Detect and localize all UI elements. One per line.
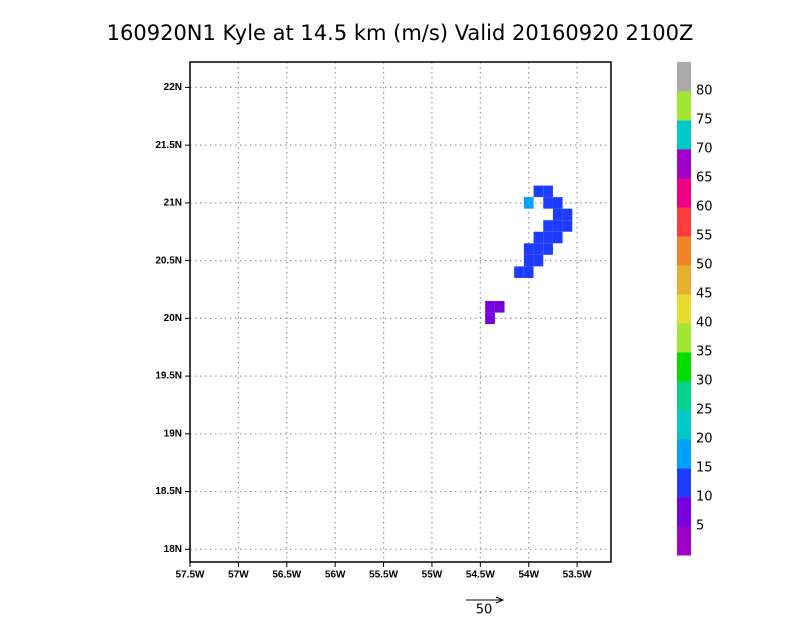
- wind-cell: [552, 208, 563, 221]
- colorbar-swatch: [677, 323, 691, 353]
- colorbar-label: 20: [696, 432, 713, 447]
- x-tick-label: 55W: [422, 570, 443, 581]
- y-tick-label: 19N: [164, 428, 182, 439]
- colorbar-label: 50: [696, 258, 713, 273]
- colorbar-label: 60: [696, 200, 713, 215]
- wind-cell: [494, 301, 505, 313]
- colorbar-label: 10: [696, 490, 713, 505]
- colorbar-label: 40: [696, 316, 713, 331]
- y-tick-label: 18.5N: [155, 486, 182, 497]
- colorbar-label: 55: [696, 229, 713, 244]
- colorbar-label: 45: [696, 287, 713, 302]
- colorbar-swatch: [677, 265, 691, 295]
- x-tick-label: 53.5W: [563, 570, 592, 581]
- wind-cell: [562, 220, 573, 232]
- wind-cell: [543, 231, 553, 244]
- wind-cell: [543, 220, 553, 232]
- x-tick-label: 55.5W: [369, 570, 398, 581]
- y-tick-label: 22N: [164, 82, 182, 93]
- colorbar-swatch: [677, 497, 691, 527]
- wind-cell: [485, 312, 495, 325]
- wind-cell: [552, 220, 563, 232]
- x-tick-label: 57W: [228, 570, 249, 581]
- colorbar-label: 65: [696, 171, 713, 186]
- wind-cell: [523, 197, 534, 209]
- y-tick-label: 18N: [164, 544, 182, 555]
- colorbar-label: 70: [696, 142, 713, 157]
- colorbar-swatch: [677, 352, 691, 382]
- y-tick-label: 20N: [164, 313, 182, 324]
- y-tick-label: 21N: [164, 198, 182, 209]
- wind-cell: [523, 243, 534, 255]
- wind-cell: [533, 254, 544, 267]
- colorbar-swatch: [677, 120, 691, 150]
- colorbar-swatch: [677, 62, 691, 92]
- wind-cell: [543, 243, 553, 255]
- plot-frame: [189, 61, 612, 563]
- x-tick-label: 54.5W: [466, 570, 495, 581]
- y-tick-label: 20.5N: [155, 255, 182, 266]
- colorbar-swatch: [677, 410, 691, 440]
- y-tick-label: 21.5N: [155, 140, 182, 151]
- reference-vector-label: 50: [476, 603, 493, 618]
- colorbar-label: 30: [696, 374, 713, 389]
- colorbar-swatch: [677, 468, 691, 498]
- colorbar-label: 80: [696, 84, 713, 99]
- chart-title: 160920N1 Kyle at 14.5 km (m/s) Valid 201…: [107, 21, 694, 45]
- colorbar-swatch: [677, 149, 691, 179]
- wind-cell: [552, 231, 563, 244]
- wind-cell: [514, 266, 524, 278]
- colorbar-swatch: [677, 526, 691, 556]
- colorbar-swatch: [677, 294, 691, 324]
- wind-cell: [533, 185, 544, 198]
- x-tick-label: 57.5W: [176, 570, 205, 581]
- wind-cell: [543, 197, 553, 209]
- reference-arrowhead: [495, 596, 505, 604]
- wind-cell: [543, 185, 553, 198]
- wind-cell: [533, 243, 544, 255]
- x-tick-label: 56W: [325, 570, 346, 581]
- colorbar-swatch: [677, 178, 691, 208]
- colorbar-swatch: [677, 207, 691, 237]
- wind-cell: [552, 197, 563, 209]
- wind-cell: [562, 208, 573, 221]
- wind-cell: [523, 254, 534, 267]
- colorbar-swatch: [677, 91, 691, 121]
- wind-cell: [485, 301, 495, 313]
- colorbar-swatch: [677, 439, 691, 469]
- colorbar-swatch: [677, 381, 691, 411]
- colorbar-label: 25: [696, 403, 713, 418]
- x-tick-label: 56.5W: [272, 570, 301, 581]
- wind-cell: [533, 231, 544, 244]
- colorbar-swatch: [677, 236, 691, 266]
- colorbar-label: 15: [696, 461, 713, 476]
- colorbar-label: 75: [696, 113, 713, 128]
- y-tick-label: 19.5N: [155, 371, 182, 382]
- colorbar-label: 5: [696, 519, 704, 534]
- wind-cell: [523, 266, 534, 278]
- colorbar-label: 35: [696, 345, 713, 360]
- x-tick-label: 54W: [518, 570, 539, 581]
